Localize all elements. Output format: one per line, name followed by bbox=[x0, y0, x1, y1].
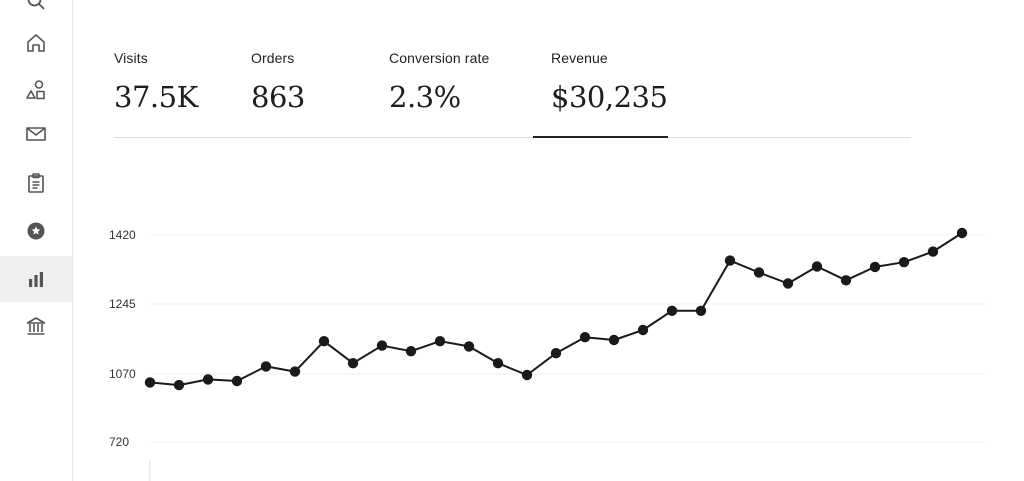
data-point bbox=[666, 305, 678, 316]
metric-value: 37.5K bbox=[114, 80, 198, 114]
data-point bbox=[376, 340, 388, 351]
nav-analytics[interactable] bbox=[0, 256, 72, 302]
nav-home[interactable] bbox=[0, 20, 72, 66]
data-point bbox=[521, 369, 533, 381]
bar-chart-icon bbox=[29, 272, 43, 287]
data-point bbox=[927, 246, 939, 257]
selected-metric-indicator bbox=[533, 136, 668, 138]
metrics-divider bbox=[114, 137, 911, 138]
data-point bbox=[202, 374, 214, 385]
series-line bbox=[149, 232, 963, 387]
data-point bbox=[347, 358, 359, 369]
y-tick-label: 1070 bbox=[109, 367, 136, 381]
data-point bbox=[637, 324, 649, 336]
metric-value: 863 bbox=[251, 80, 305, 114]
data-point bbox=[434, 336, 446, 347]
data-point bbox=[811, 261, 823, 272]
y-tick-label: 1245 bbox=[109, 297, 136, 311]
data-point bbox=[956, 227, 968, 239]
star-badge-icon bbox=[27, 222, 45, 240]
y-tick-label: 1420 bbox=[109, 228, 136, 242]
clipboard-icon bbox=[28, 173, 44, 193]
data-point bbox=[289, 366, 301, 377]
metric-label: Visits bbox=[114, 50, 148, 66]
data-point bbox=[231, 375, 243, 387]
metric-orders[interactable]: Orders 863 bbox=[251, 50, 305, 114]
data-point bbox=[695, 305, 707, 316]
metric-label: Conversion rate bbox=[389, 50, 490, 66]
metric-label: Revenue bbox=[551, 50, 608, 66]
search-icon bbox=[27, 0, 45, 10]
data-point bbox=[608, 334, 620, 346]
data-point bbox=[405, 346, 417, 357]
data-point bbox=[144, 377, 156, 388]
data-point bbox=[318, 336, 330, 347]
metric-value: 2.3% bbox=[389, 80, 461, 114]
data-point bbox=[840, 275, 852, 286]
home-icon bbox=[27, 34, 45, 52]
shapes-icon bbox=[26, 80, 45, 100]
nav-messages[interactable] bbox=[0, 111, 72, 157]
data-point bbox=[898, 257, 910, 268]
nav-products[interactable] bbox=[0, 67, 72, 113]
data-point bbox=[579, 332, 591, 343]
metric-label: Orders bbox=[251, 50, 295, 66]
nav-marketing[interactable] bbox=[0, 208, 72, 254]
metric-value: $30,235 bbox=[551, 80, 668, 114]
mail-icon bbox=[26, 127, 46, 141]
data-point bbox=[724, 255, 736, 266]
sidebar bbox=[0, 0, 73, 481]
data-point bbox=[173, 379, 185, 391]
bank-icon bbox=[26, 317, 46, 335]
data-point bbox=[260, 361, 272, 372]
metric-conversion-rate[interactable]: Conversion rate 2.3% bbox=[389, 50, 489, 114]
data-point bbox=[782, 278, 794, 289]
data-point bbox=[550, 348, 562, 359]
data-point bbox=[753, 267, 765, 278]
y-tick-label: 720 bbox=[109, 435, 129, 449]
data-point bbox=[492, 358, 504, 369]
nav-finances[interactable] bbox=[0, 303, 72, 349]
nav-orders[interactable] bbox=[0, 160, 72, 206]
nav-search[interactable] bbox=[0, 0, 72, 24]
metric-visits[interactable]: Visits 37.5K bbox=[114, 50, 198, 114]
metric-revenue[interactable]: Revenue $30,235 bbox=[551, 50, 668, 114]
data-point bbox=[463, 341, 475, 352]
data-point bbox=[869, 261, 881, 273]
